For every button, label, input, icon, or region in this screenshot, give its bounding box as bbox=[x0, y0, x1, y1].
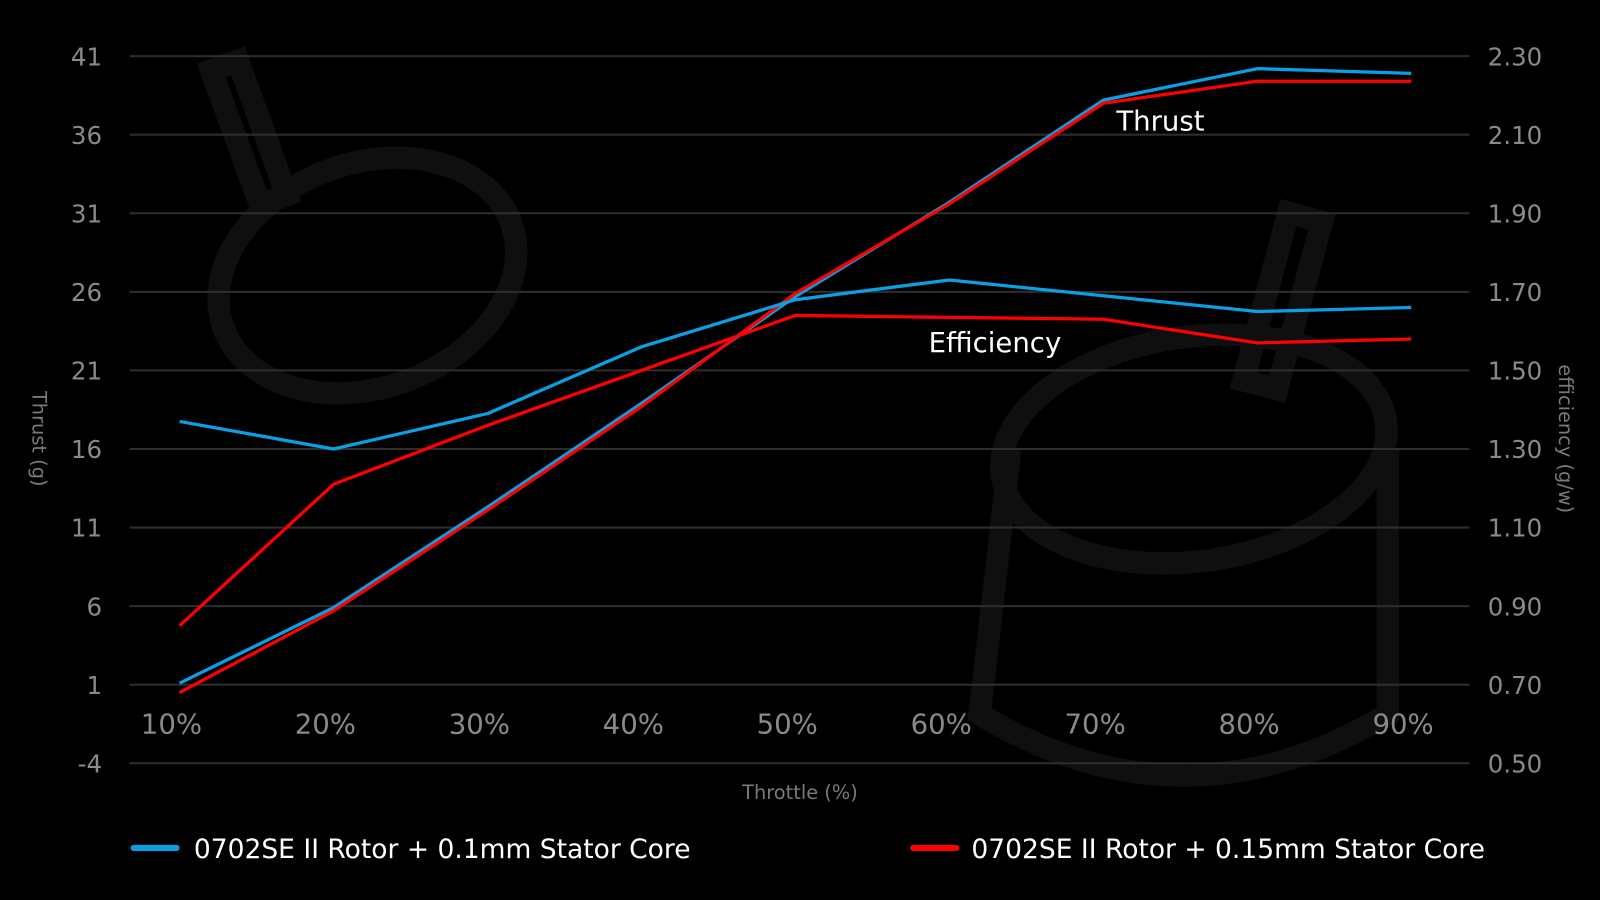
y-right-tick-label: 2.30 bbox=[1488, 42, 1542, 71]
x-tick-label: 50% bbox=[757, 709, 818, 741]
x-tick-label: 80% bbox=[1218, 709, 1279, 741]
y-right-tick-label: 2.10 bbox=[1488, 121, 1542, 150]
x-tick-label: 90% bbox=[1372, 709, 1433, 741]
x-tick-label: 60% bbox=[911, 709, 972, 741]
x-tick-label: 70% bbox=[1065, 709, 1126, 741]
legend-label-0.15mm: 0702SE II Rotor + 0.15mm Stator Core bbox=[971, 834, 1485, 865]
motor-watermark bbox=[196, 46, 1399, 787]
y-left-tick-label: 21 bbox=[71, 357, 102, 386]
x-tick-label: 40% bbox=[603, 709, 664, 741]
y-right-tick-label: 1.30 bbox=[1488, 435, 1542, 464]
y-right-tick-label: 0.50 bbox=[1488, 749, 1542, 778]
legend: 0702SE II Rotor + 0.1mm Stator Core 0702… bbox=[130, 834, 1485, 865]
y-left-tick-label: 31 bbox=[71, 199, 102, 228]
y-left-tick-label: 26 bbox=[71, 278, 102, 307]
y-axis-right-label: efficiency (g/w) bbox=[1554, 364, 1577, 513]
y-left-tick-label: 11 bbox=[71, 514, 102, 543]
y-right-tick-label: 0.70 bbox=[1488, 671, 1542, 700]
legend-item-0.15mm[interactable]: 0702SE II Rotor + 0.15mm Stator Core bbox=[910, 834, 1485, 865]
y-right-tick-label: 1.50 bbox=[1488, 357, 1542, 386]
y-left-tick-label: 6 bbox=[86, 592, 102, 621]
series-line-thrust-blue bbox=[178, 67, 1412, 685]
y-right-tick-label: 1.10 bbox=[1488, 514, 1542, 543]
series-line-efficiency-red bbox=[178, 313, 1412, 627]
x-tick-label: 30% bbox=[449, 709, 510, 741]
x-tick-label: 10% bbox=[141, 709, 202, 741]
annotation-thrust: Thrust bbox=[1115, 106, 1204, 138]
y-axis-left-label: Thrust (g) bbox=[28, 390, 51, 487]
y-left-tick-label: 41 bbox=[71, 42, 102, 71]
annotation-efficiency: Efficiency bbox=[929, 327, 1062, 359]
x-tick-label: 20% bbox=[295, 709, 356, 741]
y-right-tick-label: 1.90 bbox=[1488, 199, 1542, 228]
y-left-tick-label: 36 bbox=[71, 121, 102, 150]
y-left-tick-label: 16 bbox=[71, 435, 102, 464]
x-axis-label: Throttle (%) bbox=[741, 781, 858, 804]
legend-label-0.1mm: 0702SE II Rotor + 0.1mm Stator Core bbox=[194, 834, 691, 865]
legend-item-0.1mm[interactable]: 0702SE II Rotor + 0.1mm Stator Core bbox=[130, 834, 691, 865]
y-right-tick-label: 1.70 bbox=[1488, 278, 1542, 307]
y-right-tick-label: 0.90 bbox=[1488, 592, 1542, 621]
y-left-tick-label: -4 bbox=[78, 749, 102, 778]
series-line-efficiency-blue bbox=[179, 278, 1412, 451]
series-line-thrust-red bbox=[178, 79, 1412, 694]
y-left-tick-label: 1 bbox=[86, 671, 102, 700]
